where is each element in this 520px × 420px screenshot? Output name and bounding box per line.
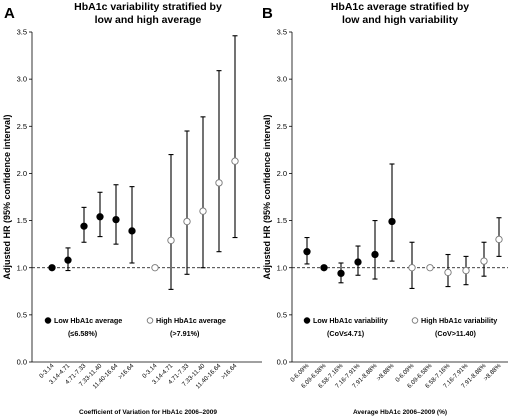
legend-sublabel: (≤6.58%) [68, 329, 98, 338]
data-point [167, 236, 175, 245]
y-tick-label: 3.0 [277, 75, 287, 84]
data-point [128, 227, 136, 235]
data-point [354, 258, 362, 266]
y-tick-label: 0.5 [277, 310, 287, 319]
legend-sublabel: (CoV>11.40) [435, 329, 477, 338]
y-axis-label: Adjusted HR (95% confidence interval) [262, 114, 272, 279]
y-tick-label: 1.5 [277, 216, 287, 225]
legend-label: Low HbA1c variability [313, 316, 388, 325]
data-point [80, 222, 88, 230]
data-point [426, 264, 434, 272]
chart-title-line: low and high average [95, 14, 202, 26]
data-point [320, 264, 328, 272]
data-point [462, 266, 470, 275]
data-point [215, 179, 223, 187]
y-tick-label: 1.0 [277, 263, 287, 272]
y-tick-label: 1.0 [17, 263, 27, 272]
legend-marker [44, 317, 52, 324]
data-point [337, 269, 345, 278]
data-point [371, 250, 379, 259]
legend-sublabel: (>7.91%) [170, 329, 200, 338]
data-point [444, 268, 452, 277]
legend-label: Low HbA1c average [54, 316, 122, 325]
y-tick-label: 2.0 [17, 169, 27, 178]
category-label: >8.88% [482, 362, 502, 382]
data-point [64, 256, 72, 264]
data-point [303, 248, 311, 256]
y-tick-label: 3.0 [17, 75, 27, 84]
legend-marker [303, 317, 311, 324]
legend-label: High HbA1c average [156, 316, 226, 325]
category-label: >8.88% [375, 362, 395, 382]
y-tick-label: 3.5 [17, 28, 27, 37]
y-tick-label: 2.5 [17, 122, 27, 131]
data-point [408, 264, 416, 272]
data-point [231, 157, 239, 165]
data-point [96, 213, 104, 221]
category-label: >16.64 [117, 362, 136, 381]
y-tick-label: 0.0 [17, 358, 27, 367]
legend-marker [146, 317, 154, 324]
y-tick-label: 3.5 [277, 28, 287, 37]
data-point [480, 257, 488, 265]
data-point [199, 207, 207, 215]
y-tick-label: 0.5 [17, 310, 27, 319]
chart-title-line: HbA1c average stratified by [331, 1, 469, 13]
data-point [495, 235, 503, 244]
panel-letter: B [262, 5, 273, 22]
y-tick-label: 1.5 [17, 216, 27, 225]
data-point [183, 217, 191, 226]
x-axis-label: Coefficient of Variation for HbA1c 2006–… [79, 409, 217, 416]
data-point [388, 217, 396, 226]
panel-letter: A [4, 5, 15, 22]
y-tick-label: 2.0 [277, 169, 287, 178]
y-axis-label: Adjusted HR (95% confidence interval) [2, 114, 12, 279]
y-tick-label: 2.5 [277, 122, 287, 131]
legend-label: High HbA1c variability [421, 316, 497, 325]
chart-title-line: HbA1c variability stratified by [74, 1, 222, 13]
data-point [151, 264, 159, 272]
legend-sublabel: (CoV≤4.71) [327, 329, 365, 338]
y-tick-label: 0.0 [277, 358, 287, 367]
data-point [112, 215, 120, 224]
x-axis-label: Average HbA1c 2006–2009 (%) [353, 409, 447, 416]
chart-title-line: low and high variability [342, 14, 458, 26]
legend-marker [411, 317, 419, 324]
category-label: >16.64 [220, 362, 239, 381]
data-point [48, 264, 56, 272]
